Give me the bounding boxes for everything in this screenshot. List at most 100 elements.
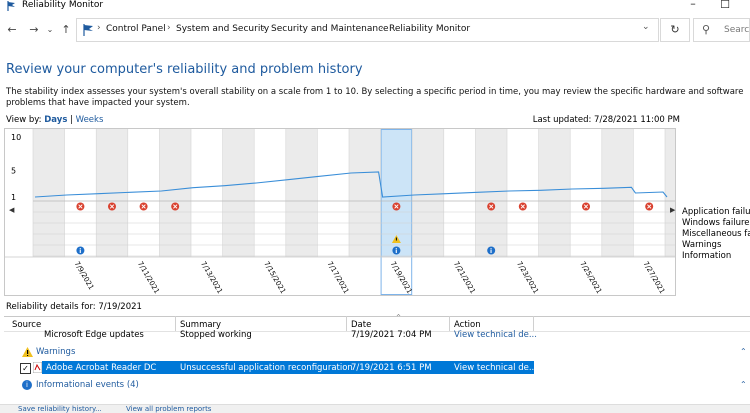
- info-icon-glyph: i: [79, 248, 81, 255]
- selected-row-date: 7/19/2021 6:51 PM: [351, 363, 432, 373]
- day-column[interactable]: [159, 129, 191, 257]
- day-column[interactable]: [538, 129, 571, 257]
- details-table: [4, 316, 750, 413]
- day-column[interactable]: [33, 129, 65, 257]
- back-button[interactable]: ←: [7, 23, 17, 36]
- view-weeks-link[interactable]: Weeks: [75, 115, 104, 125]
- chevron-right-icon: ›: [167, 23, 171, 33]
- informational-events-group-header[interactable]: Informational events (4): [36, 380, 139, 390]
- day-column[interactable]: [507, 129, 539, 257]
- date-tick-label: 7/23/2021: [515, 260, 540, 295]
- breadcrumb-reliability-monitor[interactable]: Reliability Monitor: [389, 24, 471, 34]
- day-column[interactable]: [127, 129, 160, 257]
- address-bar[interactable]: › Control Panel › System and Security › …: [76, 18, 659, 42]
- reliability-chart-svg[interactable]: 10 5 1 i i i 7/9/2021 7/11/2021 7/13/2021 7/15/20…: [5, 129, 697, 295]
- date-tick-label: 7/13/2021: [199, 260, 224, 295]
- day-column[interactable]: [349, 129, 381, 257]
- day-column[interactable]: [665, 129, 697, 257]
- date-tick-label: 7/15/2021: [262, 260, 287, 295]
- row-checkbox[interactable]: ✓: [20, 363, 31, 374]
- save-history-link[interactable]: Save reliability history...: [18, 405, 102, 413]
- view-days-link[interactable]: Days: [44, 115, 68, 125]
- search-placeholder: Search: [724, 25, 750, 35]
- row-label-app-failures: Application failu: [682, 207, 750, 217]
- selected-row[interactable]: [42, 361, 534, 374]
- row-label-information: Information: [682, 251, 732, 261]
- info-icon[interactable]: [487, 246, 496, 255]
- error-icon-cross: [394, 204, 399, 209]
- error-icon-cross: [583, 204, 589, 209]
- bottom-bar: [0, 404, 750, 413]
- column-header-date[interactable]: Date: [351, 320, 372, 330]
- info-icon[interactable]: [392, 246, 401, 255]
- row-summary: Stopped working: [180, 330, 252, 340]
- view-by-selector: View by: Days | Weeks: [6, 115, 103, 125]
- day-column[interactable]: [317, 129, 349, 257]
- info-icon-glyph: i: [395, 248, 397, 255]
- title-bar: [0, 0, 750, 14]
- up-button[interactable]: ↑: [61, 23, 71, 36]
- breadcrumb-system-security[interactable]: System and Security: [176, 24, 270, 34]
- app-icon: [6, 1, 16, 11]
- chevron-right-icon: ›: [97, 23, 101, 33]
- day-column[interactable]: [475, 129, 507, 257]
- breadcrumb-security-maintenance[interactable]: Security and Maintenance: [271, 24, 389, 34]
- refresh-button[interactable]: ↻: [660, 18, 690, 42]
- info-icon[interactable]: [76, 246, 85, 255]
- error-icon-cross: [489, 204, 494, 209]
- breadcrumb-control-panel[interactable]: Control Panel: [106, 24, 166, 34]
- collapse-info-icon[interactable]: ⌃: [740, 380, 747, 389]
- view-technical-details-link[interactable]: View technical de...: [454, 330, 537, 340]
- reliability-chart[interactable]: 10 5 1 i i i 7/9/2021 7/11/2021 7/13/2021 7/15/20…: [4, 128, 697, 296]
- column-header-source[interactable]: Source: [12, 320, 42, 330]
- chart-scroll-left[interactable]: ◀: [9, 206, 15, 214]
- stability-index-line: [34, 171, 668, 198]
- info-icon: i: [22, 380, 32, 390]
- page-title: Review your computer's reliability and p…: [6, 62, 363, 77]
- forward-button[interactable]: →: [29, 23, 39, 36]
- column-header-action[interactable]: Action: [454, 320, 481, 330]
- row-label-warnings: Warnings: [682, 240, 722, 250]
- recent-dropdown-button[interactable]: ⌄: [46, 25, 54, 34]
- search-box[interactable]: ⚲ Search: [693, 18, 750, 42]
- day-column[interactable]: [254, 129, 286, 257]
- maximize-button[interactable]: ☐: [720, 0, 730, 11]
- date-tick-label: 7/9/2021: [73, 260, 96, 291]
- search-icon: ⚲: [702, 23, 711, 36]
- day-column[interactable]: [570, 129, 602, 257]
- collapse-warnings-icon[interactable]: ⌃: [740, 347, 747, 356]
- acrobat-icon: [32, 361, 43, 374]
- day-column[interactable]: [285, 129, 318, 257]
- row-label-misc-failures: Miscellaneous fai: [682, 229, 750, 239]
- warning-icon-mark: [395, 237, 397, 241]
- view-by-label: View by:: [6, 115, 42, 125]
- day-column[interactable]: [191, 129, 223, 257]
- error-icon-cross: [647, 204, 652, 209]
- column-header-summary[interactable]: Summary: [180, 320, 222, 330]
- chart-scroll-right[interactable]: ▶: [670, 206, 676, 214]
- date-tick-label: 7/11/2021: [136, 260, 161, 295]
- row-source: Microsoft Edge updates: [44, 330, 144, 340]
- window-title: Reliability Monitor: [22, 0, 104, 10]
- details-label: Reliability details for: 7/19/2021: [6, 302, 142, 312]
- day-column[interactable]: [412, 129, 444, 257]
- address-dropdown-icon[interactable]: ⌄: [642, 22, 650, 32]
- selected-row-action[interactable]: View technical de...: [454, 363, 537, 373]
- view-all-reports-link[interactable]: View all problem reports: [126, 405, 212, 413]
- date-tick-label: 7/25/2021: [578, 260, 603, 295]
- chevron-right-icon: ›: [262, 23, 266, 33]
- info-icon-glyph: i: [490, 248, 492, 255]
- day-column[interactable]: [601, 129, 634, 257]
- day-column[interactable]: [222, 129, 255, 257]
- sort-indicator-icon: ^: [396, 314, 402, 321]
- selected-row-summary: Unsuccessful application reconfiguration: [180, 363, 353, 373]
- warnings-group-header[interactable]: Warnings: [36, 347, 76, 357]
- y-tick-label: 1: [11, 193, 16, 202]
- warning-icon: [22, 347, 33, 360]
- day-column[interactable]: [64, 129, 97, 257]
- error-icon-cross: [141, 204, 146, 209]
- error-icon-cross: [520, 204, 525, 209]
- date-tick-label: 7/19/2021: [389, 260, 414, 295]
- error-icon-cross: [78, 204, 83, 209]
- minimize-button[interactable]: –: [690, 0, 696, 10]
